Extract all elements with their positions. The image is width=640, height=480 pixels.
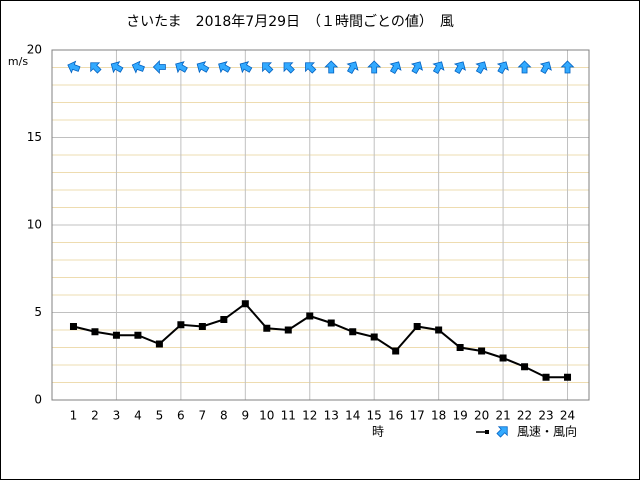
data-point	[349, 328, 357, 336]
wind-arrow	[324, 60, 339, 74]
x-tick-label: 18	[431, 409, 446, 423]
x-tick-label: 7	[199, 409, 207, 423]
data-point	[521, 363, 529, 371]
wind-arrow	[239, 61, 253, 74]
legend-arrow	[496, 426, 508, 438]
wind-arrow	[496, 61, 509, 74]
x-tick-label: 2	[91, 409, 99, 423]
wind-arrow	[453, 61, 466, 74]
series-line	[73, 302, 568, 379]
y-tick-label: 0	[34, 393, 42, 407]
x-tick-label: 15	[367, 409, 382, 423]
x-tick-label: 14	[345, 409, 360, 423]
wind-arrow	[196, 61, 210, 74]
x-tick-label: 19	[452, 409, 467, 423]
wind-arrow	[305, 62, 317, 74]
x-tick-label: 21	[495, 409, 510, 423]
wind-arrow	[283, 62, 295, 74]
wind-arrow	[346, 61, 359, 74]
data-point	[241, 300, 249, 308]
x-tick-label: 5	[156, 409, 164, 423]
data-point	[392, 347, 400, 355]
data-point	[370, 333, 378, 341]
y-axis-label: m/s	[8, 55, 28, 68]
data-point	[456, 344, 464, 351]
wind-arrow	[475, 61, 488, 74]
plot-border	[51, 49, 590, 401]
x-tick-label: 1	[70, 409, 78, 423]
x-axis-label: 時	[372, 425, 384, 439]
wind-arrow	[517, 60, 532, 74]
wind-arrow	[539, 61, 552, 74]
data-point	[435, 326, 443, 334]
x-tick-label: 3	[113, 409, 121, 423]
y-tick-label: 10	[27, 218, 42, 232]
x-tick-label: 11	[281, 409, 296, 423]
data-point	[177, 321, 185, 329]
wind-arrow	[560, 60, 575, 74]
wind-arrow	[152, 60, 166, 74]
x-tick-label: 12	[302, 409, 317, 423]
data-point	[91, 328, 99, 336]
y-tick-label: 15	[27, 130, 42, 144]
data-point	[499, 354, 507, 362]
data-point	[69, 323, 77, 330]
wind-arrow	[218, 61, 231, 74]
data-point	[564, 373, 572, 381]
data-point	[306, 312, 314, 320]
data-point	[220, 316, 228, 323]
wind-arrow	[175, 61, 188, 74]
wind-arrow	[131, 60, 145, 74]
x-tick-label: 10	[259, 409, 274, 423]
x-tick-label: 22	[517, 409, 532, 423]
wind-arrow	[367, 60, 382, 74]
x-tick-label: 6	[177, 409, 185, 423]
wind-arrow	[67, 60, 81, 74]
x-tick-label: 4	[134, 409, 142, 423]
wind-arrow	[432, 61, 445, 74]
wind-arrow	[90, 62, 102, 74]
x-tick-label: 17	[410, 409, 425, 423]
chart-title: さいたま 2018年7月29日 （１時間ごとの値） 風	[126, 14, 454, 30]
wind-arrow	[110, 61, 124, 74]
wind-arrow	[410, 61, 423, 74]
x-tick-label: 9	[241, 409, 249, 423]
x-tick-label: 24	[560, 409, 575, 423]
legend-marker	[485, 430, 489, 434]
x-tick-label: 16	[388, 409, 403, 423]
data-point	[542, 373, 550, 381]
y-tick-label: 20	[27, 43, 42, 57]
legend-label: 風速・風向	[517, 424, 577, 439]
y-tick-label: 5	[34, 305, 42, 319]
data-point	[134, 331, 142, 339]
wind-arrow	[262, 62, 274, 74]
data-point	[478, 347, 486, 355]
data-point	[155, 340, 163, 348]
data-point	[327, 319, 335, 327]
x-tick-label: 20	[474, 409, 489, 423]
data-point	[284, 326, 292, 334]
wind-arrow	[389, 61, 402, 74]
x-tick-label: 8	[220, 409, 228, 423]
data-point	[198, 323, 206, 330]
data-point	[263, 324, 271, 332]
x-tick-label: 23	[538, 409, 553, 423]
data-point	[112, 331, 120, 339]
x-tick-label: 13	[324, 409, 339, 423]
data-point	[413, 323, 421, 330]
